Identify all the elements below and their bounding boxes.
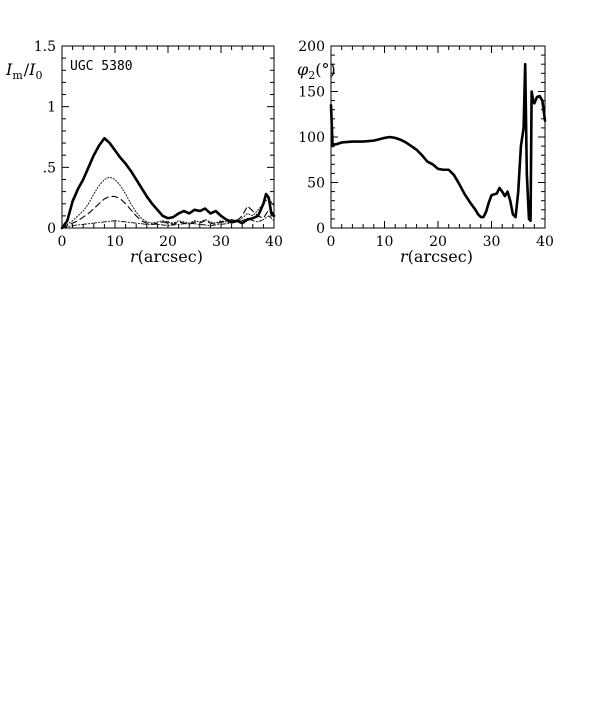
- left-xlabel: r(arcsec): [130, 247, 203, 266]
- right-ylabel-unit: (°): [315, 60, 335, 79]
- y-tick-label: 1: [47, 100, 56, 116]
- left-annotation: UGC 5380: [70, 59, 133, 74]
- right-ylabel-main: φ: [297, 60, 309, 79]
- series-line-dotted: [61, 176, 275, 229]
- left-xlabel-unit: (arcsec): [138, 247, 203, 266]
- x-tick-label: 0: [58, 234, 67, 250]
- y-tick-label: 50: [307, 176, 325, 192]
- x-tick-label: 30: [483, 234, 501, 250]
- x-tick-label: 20: [159, 234, 177, 250]
- y-tick-label: 0: [316, 221, 325, 237]
- left-ylabel-slash: /: [24, 60, 30, 79]
- series-line-solid-thick: [60, 136, 276, 230]
- left-ylabel-den-main: I: [28, 60, 36, 79]
- left-tick-labels: 0 10 20 30 40 0 .5 1 1.5: [34, 39, 283, 250]
- left-panel: 0 10 20 30 400.511.5 UGC 5380 Im/I0 r(arcsec…: [5, 39, 283, 266]
- right-xlabel-unit: (arcsec): [408, 247, 473, 266]
- left-ylabel-sub-num: m: [12, 69, 23, 82]
- left-tick-marks: [61, 45, 275, 229]
- right-panel: 0 10 20 30 40 0 50 100 150 200 φ2(°) r(arcsec): [297, 39, 554, 266]
- x-tick-label: 0: [327, 234, 336, 250]
- y-tick-label: 1.5: [34, 39, 56, 55]
- right-series-group: [329, 62, 547, 223]
- x-tick-label: 20: [429, 234, 447, 250]
- y-tick-label: 200: [298, 39, 325, 55]
- x-tick-label: 10: [376, 234, 394, 250]
- x-tick-label: 40: [265, 234, 283, 250]
- x-tick-label: 30: [212, 234, 230, 250]
- left-xlabel-var: r: [130, 247, 139, 266]
- y-tick-label: 150: [298, 85, 325, 101]
- right-ylabel-sub: 2: [308, 69, 315, 82]
- series-line-solid-thick: [329, 62, 547, 223]
- series-line-dash-dot: [61, 215, 275, 229]
- left-series-group: [60, 136, 276, 230]
- right-tick-marks: [330, 45, 546, 229]
- right-xlabel: r(arcsec): [400, 247, 473, 266]
- series-line-dashed: [61, 195, 275, 229]
- y-tick-label: .5: [43, 160, 56, 176]
- right-tick-labels: 0 10 20 30 40 0 50 100 150 200: [298, 39, 554, 250]
- left-ylabel: Im/I0: [5, 60, 42, 82]
- x-tick-label: 40: [536, 234, 554, 250]
- y-tick-label: 100: [298, 130, 325, 146]
- right-ylabel: φ2(°): [297, 60, 336, 82]
- left-ylabel-sub-den: 0: [35, 69, 42, 82]
- left-ylabel-main: I: [5, 60, 13, 79]
- x-tick-label: 10: [106, 234, 124, 250]
- y-tick-label: 0: [47, 221, 56, 237]
- right-xlabel-var: r: [400, 247, 409, 266]
